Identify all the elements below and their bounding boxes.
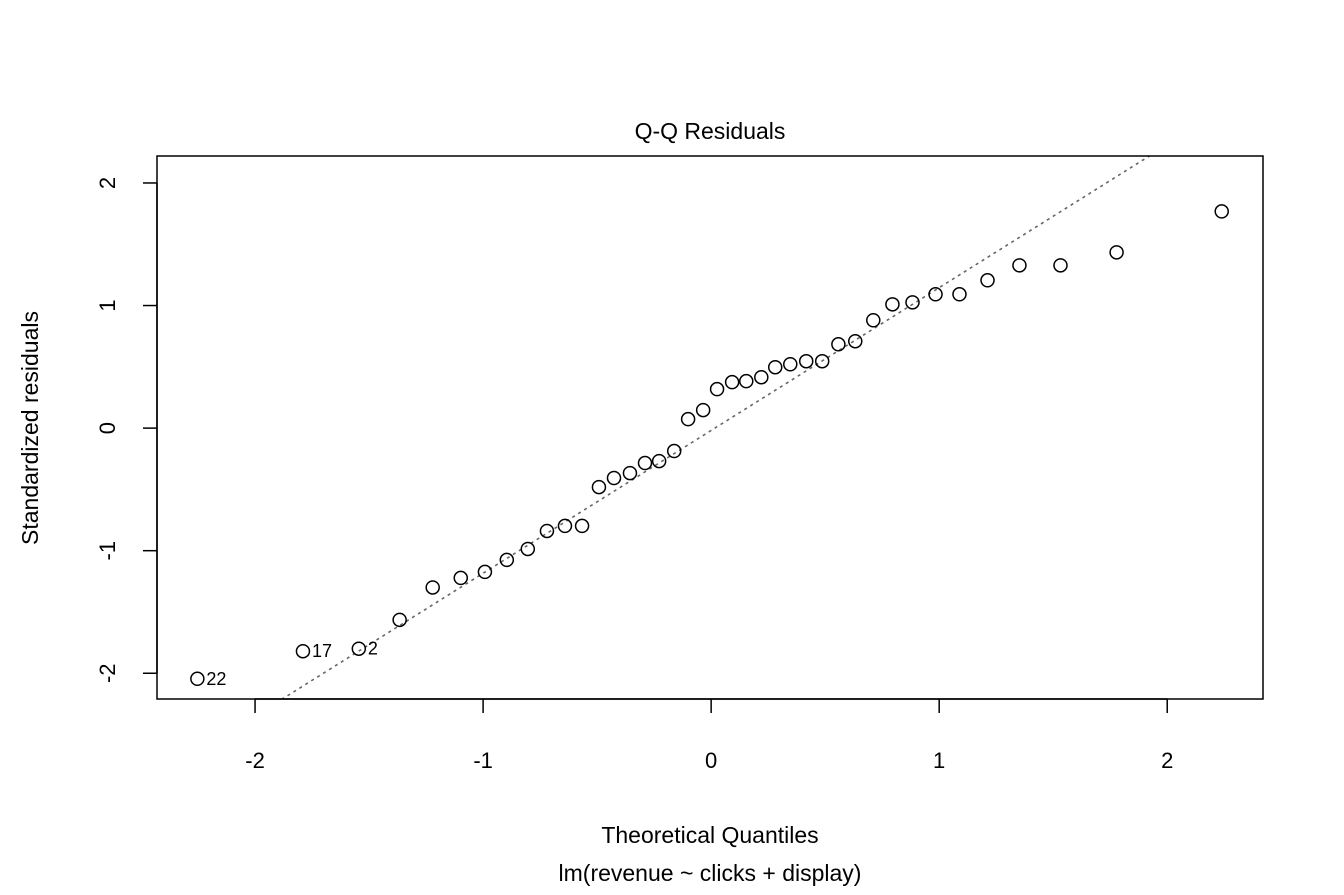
- data-point: [885, 297, 900, 312]
- x-tick-label: 2: [1161, 748, 1173, 773]
- data-point: [798, 353, 814, 369]
- reference-line: [280, 156, 1151, 699]
- data-point: [848, 333, 863, 349]
- data-point: [392, 612, 407, 628]
- data-point: [952, 287, 967, 302]
- data-point: [539, 523, 555, 539]
- data-point: [1012, 258, 1027, 273]
- data-point: [499, 552, 515, 568]
- chart-title: Q-Q Residuals: [635, 118, 786, 144]
- point-label: 22: [206, 669, 226, 689]
- y-tick-label: 0: [95, 422, 120, 434]
- data-point: [695, 402, 711, 418]
- y-tick-label: -1: [95, 541, 120, 561]
- data-point: [709, 381, 725, 397]
- x-tick-label: -1: [473, 748, 493, 773]
- data-point: [680, 411, 696, 427]
- data-point: [591, 479, 607, 495]
- point-label: 17: [312, 641, 332, 661]
- data-point: [651, 453, 667, 469]
- data-point: [557, 518, 573, 534]
- data-point: [1109, 245, 1124, 260]
- data-point: [980, 273, 995, 288]
- data-point: [606, 470, 622, 486]
- data-point: [190, 671, 205, 687]
- data-point: [783, 357, 798, 372]
- y-axis-label: Standardized residuals: [17, 311, 43, 545]
- x-tick-label: 1: [933, 748, 945, 773]
- data-point: [574, 518, 590, 534]
- data-point: [754, 369, 769, 385]
- data-point: [622, 465, 638, 481]
- data-point: [295, 643, 311, 659]
- data-point: [666, 443, 682, 459]
- data-point: [724, 374, 740, 390]
- data-point: [520, 541, 536, 557]
- data-point: [453, 570, 469, 586]
- x-tick-label: 0: [705, 748, 717, 773]
- x-tick-label: -2: [245, 748, 265, 773]
- data-point: [866, 312, 881, 328]
- data-point: [928, 287, 943, 302]
- data-point: [831, 337, 846, 352]
- model-formula-label: lm(revenue ~ clicks + display): [559, 860, 862, 886]
- data-point: [739, 373, 754, 389]
- y-tick-label: 2: [95, 177, 120, 189]
- data-point: [814, 353, 830, 369]
- data-point: [1214, 204, 1229, 219]
- data-point: [351, 641, 367, 656]
- y-tick-label: -2: [95, 663, 120, 683]
- data-point: [477, 564, 493, 580]
- data-point: [637, 455, 653, 471]
- plot-frame: [156, 155, 1264, 700]
- data-point: [905, 295, 920, 310]
- y-tick-label: 1: [95, 299, 120, 311]
- point-label: 2: [368, 639, 378, 659]
- x-axis-label: Theoretical Quantiles: [601, 822, 818, 848]
- data-point: [425, 580, 440, 595]
- data-point: [1053, 258, 1068, 273]
- data-point: [767, 359, 783, 375]
